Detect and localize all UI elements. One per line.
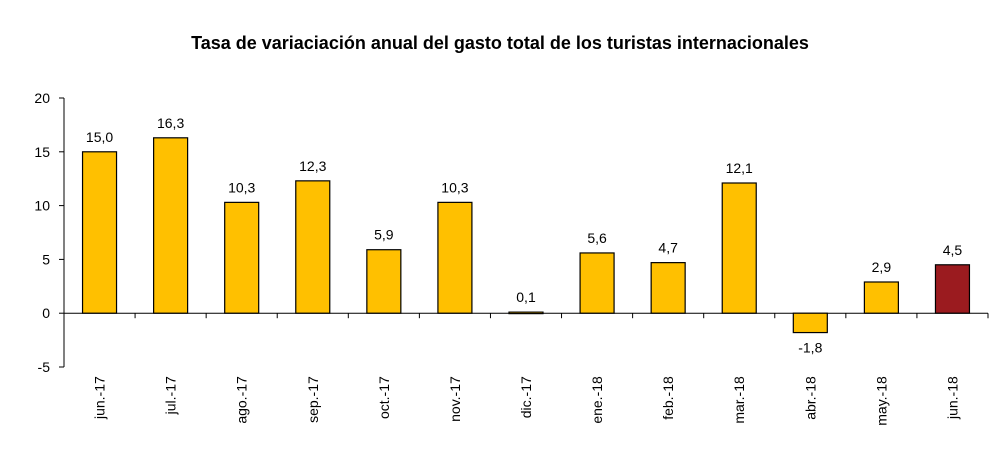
category-label: abr.-18 bbox=[802, 376, 818, 420]
bars bbox=[81, 137, 971, 334]
category-label: jun.-17 bbox=[92, 376, 108, 420]
bar bbox=[863, 281, 899, 314]
data-label: 5,9 bbox=[374, 227, 394, 243]
bar bbox=[153, 137, 189, 314]
data-label: 5,6 bbox=[587, 230, 607, 246]
bar bbox=[81, 151, 118, 314]
category-label: feb.-18 bbox=[660, 376, 676, 420]
data-label: 4,5 bbox=[943, 242, 963, 258]
category-label: sep.-17 bbox=[305, 376, 321, 423]
chart-title: Tasa de variaciación anual del gasto tot… bbox=[191, 33, 809, 53]
bar bbox=[295, 180, 331, 314]
bar bbox=[792, 312, 828, 334]
data-label: 16,3 bbox=[157, 115, 184, 131]
category-label: ene.-18 bbox=[589, 376, 605, 424]
data-label: -1,8 bbox=[798, 340, 822, 356]
category-label: dic.-17 bbox=[518, 376, 534, 418]
data-label: 4,7 bbox=[658, 240, 678, 256]
data-label: 2,9 bbox=[872, 259, 892, 275]
bar bbox=[508, 311, 544, 315]
category-label: may.-18 bbox=[873, 376, 889, 426]
data-label: 10,3 bbox=[441, 179, 468, 195]
category-label: jun.-18 bbox=[944, 376, 960, 420]
category-label: oct.-17 bbox=[376, 376, 392, 419]
data-label: 0,1 bbox=[516, 289, 536, 305]
category-label: ago.-17 bbox=[234, 376, 250, 424]
bar bbox=[650, 262, 686, 314]
category-label: mar.-18 bbox=[731, 376, 747, 424]
data-labels: 15,0 jun.-17 16,3 jul.-17 10,3 ago.-17 12,3 sep… bbox=[86, 115, 962, 426]
bar bbox=[366, 249, 402, 314]
bar bbox=[934, 264, 971, 314]
data-label: 15,0 bbox=[86, 129, 113, 145]
y-tick-label: 0 bbox=[42, 305, 50, 321]
category-label: nov.-17 bbox=[447, 376, 463, 422]
bar bbox=[437, 201, 473, 314]
category-label: jul.-17 bbox=[163, 376, 179, 415]
data-label: 12,1 bbox=[726, 160, 753, 176]
y-tick-label: 10 bbox=[34, 198, 50, 214]
y-tick-label: 5 bbox=[42, 251, 50, 267]
y-tick-label: -5 bbox=[38, 359, 51, 375]
y-tick-label: 20 bbox=[34, 90, 50, 106]
data-label: 10,3 bbox=[228, 179, 255, 195]
y-tick-label: 15 bbox=[34, 144, 50, 160]
bar bbox=[579, 252, 615, 314]
data-label: 12,3 bbox=[299, 158, 326, 174]
bar bbox=[224, 201, 260, 314]
bar bbox=[721, 182, 757, 314]
